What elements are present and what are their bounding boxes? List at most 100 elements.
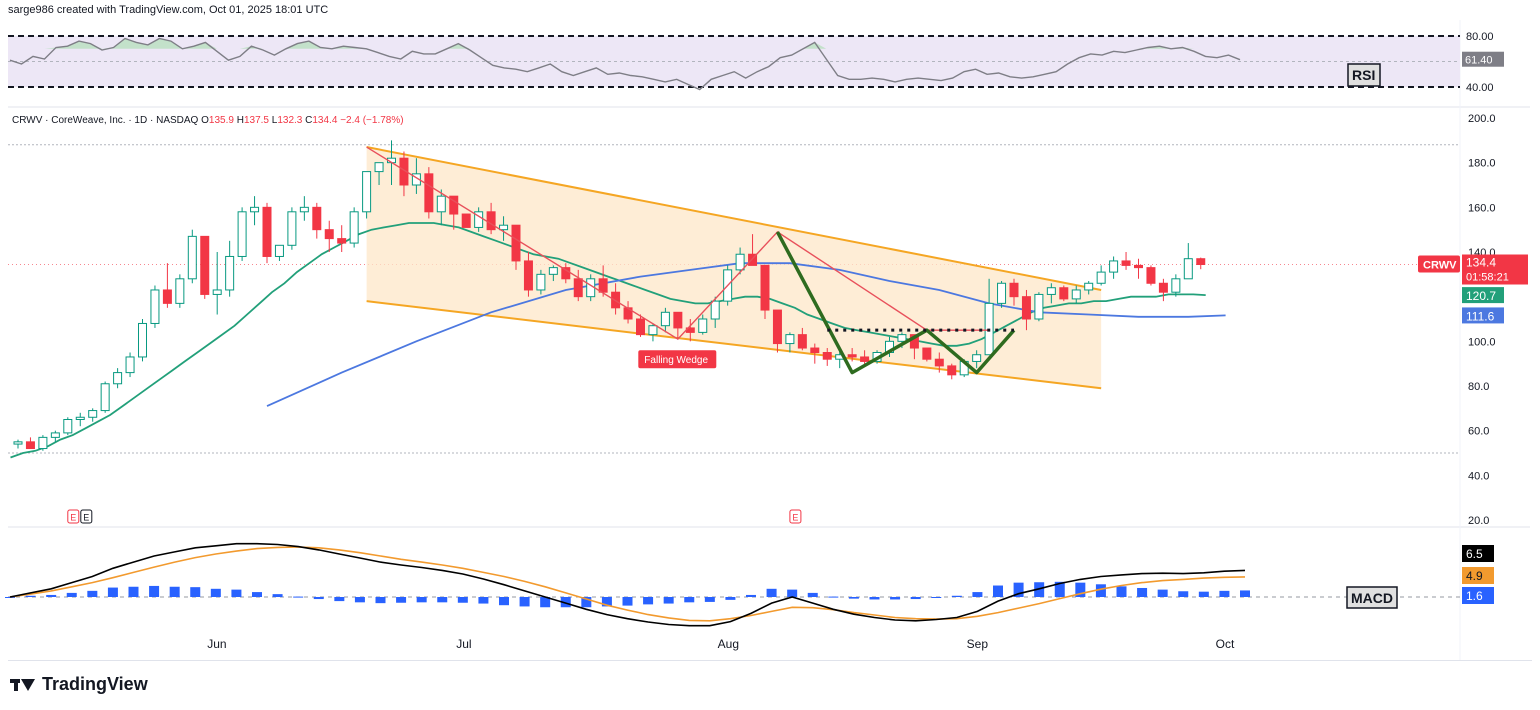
candle-body bbox=[75, 416, 85, 420]
candle-body bbox=[486, 211, 496, 231]
macd-histogram-bar bbox=[1137, 587, 1148, 597]
macd-value: 6.5 bbox=[1466, 547, 1483, 561]
macd-histogram-bar bbox=[1198, 591, 1209, 597]
candle-body bbox=[113, 372, 123, 385]
macd-histogram-bar bbox=[601, 597, 612, 607]
candle-body bbox=[162, 289, 172, 304]
macd-histogram-bar bbox=[890, 597, 901, 600]
macd-histogram-bar bbox=[437, 597, 448, 603]
candle-body bbox=[312, 206, 322, 231]
macd-histogram-bar bbox=[1178, 591, 1189, 597]
ticker-tag: CRWV bbox=[1423, 260, 1457, 272]
open-label: O bbox=[201, 115, 209, 126]
macd-histogram-bar bbox=[1240, 590, 1250, 597]
signal-value: 4.9 bbox=[1466, 569, 1483, 583]
tradingview-icon bbox=[10, 677, 36, 693]
candle-body bbox=[13, 441, 23, 445]
brand-name: TradingView bbox=[42, 674, 148, 694]
candle-body bbox=[972, 354, 982, 362]
rsi-last-value-box bbox=[1462, 51, 1504, 67]
candle-body bbox=[1121, 260, 1131, 266]
x-axis-month-label: Aug bbox=[718, 637, 739, 651]
x-axis-month-label: Oct bbox=[1216, 637, 1235, 651]
candle-body bbox=[262, 206, 272, 257]
macd-histogram-bar bbox=[499, 597, 509, 606]
candle-body bbox=[860, 356, 870, 362]
macd-histogram-bar bbox=[272, 594, 283, 597]
candle-body bbox=[1171, 278, 1181, 293]
price-tick-label: 20.0 bbox=[1468, 515, 1489, 527]
candle-body bbox=[511, 224, 521, 262]
candle-body bbox=[548, 267, 558, 275]
candle-body bbox=[1034, 293, 1044, 320]
macd-histogram-bar bbox=[972, 592, 983, 597]
earnings-marker-box bbox=[67, 509, 80, 524]
candle-body bbox=[436, 195, 446, 213]
macd-histogram-bar bbox=[169, 586, 180, 597]
candle-body bbox=[598, 278, 608, 293]
candle-body bbox=[785, 334, 795, 345]
candle-body bbox=[1084, 282, 1094, 291]
macd-histogram-bar bbox=[684, 597, 695, 603]
macd-histogram-bar bbox=[354, 597, 365, 603]
high-value: 137.5 bbox=[243, 115, 269, 126]
rsi-tick-label: 40.00 bbox=[1466, 82, 1494, 94]
macd-histogram-bar bbox=[540, 597, 551, 608]
candle-body bbox=[810, 347, 820, 353]
macd-signal-line bbox=[9, 546, 1246, 622]
macd-histogram-bar bbox=[149, 585, 160, 597]
price-tick-label: 40.0 bbox=[1468, 470, 1489, 482]
candle-body bbox=[673, 311, 683, 329]
x-axis-month-label: Jun bbox=[207, 637, 226, 651]
candle-body bbox=[735, 253, 745, 271]
candle-body bbox=[847, 354, 857, 358]
symbol-name[interactable]: CRWV · CoreWeave, Inc. · 1D · NASDAQ bbox=[12, 115, 199, 126]
sma20-value: 120.7 bbox=[1466, 289, 1496, 303]
candle-body bbox=[573, 278, 583, 298]
sma50-value: 111.6 bbox=[1466, 309, 1495, 323]
rsi-last-value: 61.40 bbox=[1465, 55, 1493, 67]
macd-histogram-bar bbox=[828, 596, 839, 598]
symbol-ohlc-line: CRWV · CoreWeave, Inc. · 1D · NASDAQ O 13… bbox=[12, 115, 404, 126]
falling-wedge-label: Falling Wedge bbox=[644, 355, 708, 366]
candle-body bbox=[748, 253, 758, 266]
price-tick-label: 180.0 bbox=[1468, 158, 1496, 170]
sma50-line bbox=[266, 262, 1226, 407]
candle-body bbox=[947, 365, 957, 376]
macd-histogram-bar bbox=[725, 597, 736, 600]
last-price-box bbox=[1462, 254, 1528, 285]
x-axis-month-label: Jul bbox=[456, 637, 471, 651]
candle-body bbox=[299, 206, 309, 213]
candle-body bbox=[1183, 258, 1193, 280]
close-label: C bbox=[305, 115, 313, 126]
candle-body bbox=[1021, 296, 1031, 320]
macd-histogram-bar bbox=[5, 597, 15, 598]
bottom-divider bbox=[8, 660, 1532, 661]
ticker-tag-box bbox=[1418, 255, 1460, 273]
candle-body bbox=[934, 358, 944, 367]
earnings-marker-box bbox=[789, 509, 802, 524]
macd-histogram-bar bbox=[1157, 589, 1168, 597]
tradingview-logo[interactable]: TradingView bbox=[10, 674, 148, 695]
sma50-value-box bbox=[1462, 307, 1504, 324]
candle-body bbox=[138, 322, 147, 358]
candle-body bbox=[1109, 260, 1119, 273]
candle-body bbox=[88, 410, 98, 418]
double-bottom-pattern-line bbox=[775, 231, 1016, 375]
macd-histogram-bar bbox=[416, 597, 427, 603]
candle-body bbox=[63, 419, 73, 434]
macd-histogram-bar bbox=[107, 587, 118, 597]
macd-histogram-bar bbox=[931, 597, 942, 598]
macd-histogram-bar bbox=[25, 595, 36, 597]
chart-credit: sarge986 created with TradingView.com, O… bbox=[8, 4, 329, 16]
candle-body bbox=[349, 211, 359, 244]
candle-body bbox=[648, 325, 658, 336]
macd-histogram-bar bbox=[1054, 581, 1065, 597]
candle-body bbox=[710, 300, 720, 320]
price-tick-label: 200.0 bbox=[1468, 113, 1496, 125]
candle-body bbox=[38, 436, 48, 450]
macd-histogram-bar bbox=[66, 592, 77, 597]
rsi-line bbox=[9, 37, 1241, 91]
candle-body bbox=[474, 211, 484, 228]
